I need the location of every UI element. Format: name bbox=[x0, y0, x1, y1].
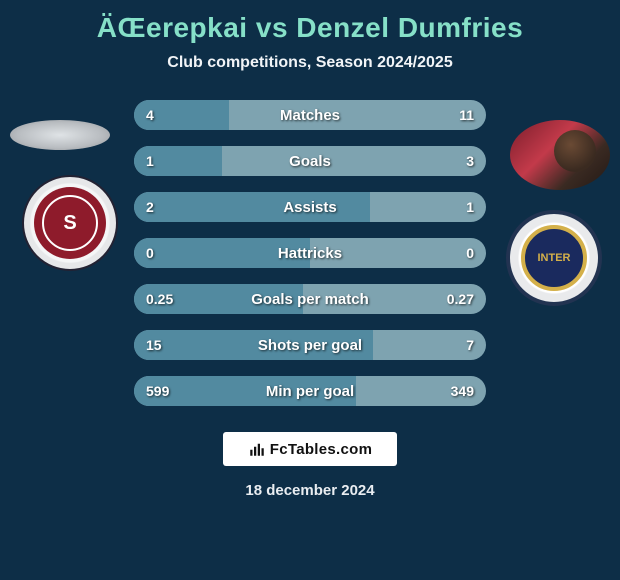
club1-inner-circle: S bbox=[34, 187, 106, 259]
player2-club-badge: INTER bbox=[506, 210, 602, 306]
club2-ring: INTER bbox=[521, 225, 587, 291]
page-subtitle: Club competitions, Season 2024/2025 bbox=[0, 54, 620, 72]
player1-avatar bbox=[10, 120, 110, 150]
stat-row: 13Goals bbox=[134, 146, 486, 176]
stat-label: Goals bbox=[134, 146, 486, 176]
club1-letter: S bbox=[63, 212, 76, 235]
stat-label: Hattricks bbox=[134, 238, 486, 268]
stat-row: 21Assists bbox=[134, 192, 486, 222]
stat-row: 599349Min per goal bbox=[134, 376, 486, 406]
branding-badge: FcTables.com bbox=[223, 432, 397, 466]
stat-row: 157Shots per goal bbox=[134, 330, 486, 360]
stat-label: Matches bbox=[134, 100, 486, 130]
branding-chart-icon bbox=[248, 440, 266, 458]
date-label: 18 december 2024 bbox=[0, 482, 620, 499]
player1-club-badge: S bbox=[22, 175, 118, 271]
stat-bars: 411Matches 13Goals 21Assists 00Hattricks 0.2… bbox=[134, 100, 486, 406]
stat-label: Assists bbox=[134, 192, 486, 222]
comparison-card: ÄŒerepkai vs Denzel Dumfries Club compet… bbox=[0, 0, 620, 580]
stat-label: Goals per match bbox=[134, 284, 486, 314]
stat-label: Min per goal bbox=[134, 376, 486, 406]
stat-row: 411Matches bbox=[134, 100, 486, 130]
stat-row: 00Hattricks bbox=[134, 238, 486, 268]
player2-avatar bbox=[510, 120, 610, 190]
branding-text: FcTables.com bbox=[270, 441, 373, 458]
stat-row: 0.250.27Goals per match bbox=[134, 284, 486, 314]
stat-label: Shots per goal bbox=[134, 330, 486, 360]
page-title: ÄŒerepkai vs Denzel Dumfries bbox=[0, 12, 620, 44]
